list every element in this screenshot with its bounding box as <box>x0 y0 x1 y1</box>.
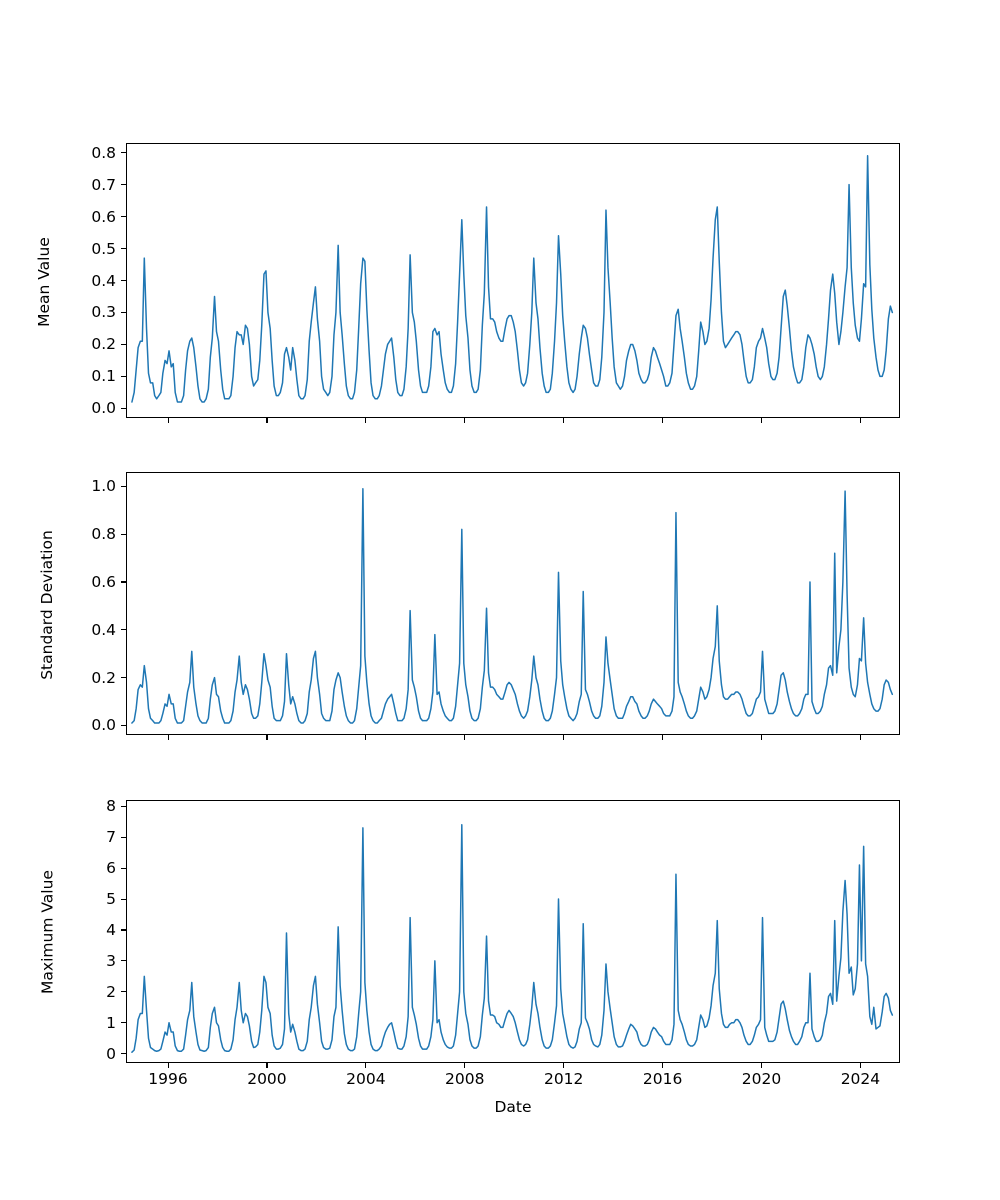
ytick-mark <box>121 581 126 583</box>
ytick-label: 1 <box>106 1013 116 1032</box>
ytick-mark <box>121 1022 126 1024</box>
ytick-mark <box>121 867 126 869</box>
ytick-label: 1.0 <box>91 477 116 496</box>
xtick-label: 2016 <box>642 1070 683 1088</box>
axes-frame-mean-value <box>126 143 900 418</box>
subplot-maximum-value <box>126 800 900 1063</box>
ytick-mark <box>121 311 126 314</box>
xtick-mark <box>464 735 466 740</box>
ytick-label: 0.1 <box>91 367 116 386</box>
xtick-mark <box>563 418 565 423</box>
xtick-label: 2012 <box>543 1070 584 1088</box>
line-series-mean-value <box>126 143 900 418</box>
ytick-label: 0.4 <box>91 620 116 639</box>
ytick-mark <box>121 805 126 807</box>
ytick-mark <box>121 407 126 409</box>
ytick-label: 7 <box>106 828 116 847</box>
ytick-mark <box>121 991 126 993</box>
xtick-label: 2008 <box>445 1070 485 1088</box>
xtick-label: 2024 <box>840 1070 881 1088</box>
xtick-mark <box>167 735 169 740</box>
ytick-label: 3 <box>106 951 116 970</box>
ytick-label: 0.0 <box>91 399 116 418</box>
axes-frame-standard-deviation <box>126 472 900 735</box>
xtick-mark <box>859 735 862 740</box>
ytick-mark <box>121 836 126 838</box>
ytick-label: 0.8 <box>91 143 116 162</box>
ylabel-mean-value: Mean Value <box>35 237 53 327</box>
ytick-mark <box>121 960 126 962</box>
ytick-label: 0.6 <box>91 572 116 591</box>
ytick-label: 0.7 <box>91 175 116 194</box>
ytick-label: 0.8 <box>91 525 116 544</box>
xtick-mark <box>266 735 268 740</box>
xtick-mark <box>859 418 862 423</box>
xlabel-date: Date <box>494 1098 532 1116</box>
ytick-label: 6 <box>106 859 116 878</box>
ylabel-standard-deviation: Standard Deviation <box>38 530 56 680</box>
xtick-mark <box>365 1063 367 1068</box>
ytick-mark <box>121 1053 126 1055</box>
line-series-standard-deviation <box>126 472 900 735</box>
ytick-mark <box>121 533 126 535</box>
xtick-mark <box>365 735 367 740</box>
subplot-standard-deviation <box>126 472 900 735</box>
xtick-mark <box>859 1063 862 1068</box>
xtick-mark <box>761 418 763 423</box>
ytick-mark <box>121 724 126 727</box>
xtick-mark <box>464 418 466 423</box>
ytick-mark <box>121 280 126 282</box>
xtick-mark <box>266 1063 268 1068</box>
xtick-label: 2000 <box>247 1070 287 1088</box>
ytick-mark <box>121 152 126 154</box>
xtick-mark <box>167 1063 169 1068</box>
xtick-mark <box>266 418 268 423</box>
xtick-label: 1996 <box>148 1070 188 1088</box>
axes-frame-maximum-value <box>126 800 900 1063</box>
ytick-mark <box>121 629 126 631</box>
ytick-label: 0.3 <box>91 303 116 322</box>
ytick-label: 0 <box>106 1044 116 1063</box>
ytick-label: 5 <box>106 890 116 908</box>
xtick-label: 2004 <box>346 1070 386 1088</box>
xtick-mark <box>167 418 169 423</box>
ytick-label: 0.2 <box>91 335 116 354</box>
line-series-maximum-value <box>126 800 900 1063</box>
ylabel-maximum-value: Maximum Value <box>38 870 57 994</box>
ytick-label: 0.4 <box>91 271 116 290</box>
ytick-mark <box>121 375 126 378</box>
ytick-mark <box>121 216 126 218</box>
ytick-mark <box>121 485 126 487</box>
xtick-mark <box>563 1063 565 1068</box>
ytick-mark <box>121 929 126 931</box>
ytick-label: 0.5 <box>91 239 116 258</box>
xtick-mark <box>662 1063 664 1068</box>
ytick-label: 0.2 <box>91 668 116 687</box>
ytick-label: 4 <box>106 920 116 939</box>
ytick-mark <box>121 248 126 250</box>
xtick-mark <box>563 735 565 740</box>
xtick-mark <box>761 1063 763 1068</box>
subplot-mean-value <box>126 143 900 418</box>
ytick-mark <box>121 677 126 679</box>
ytick-label: 8 <box>106 797 116 816</box>
ytick-label: 2 <box>106 982 116 1001</box>
ytick-label: 0.0 <box>91 716 116 735</box>
ytick-mark <box>121 184 126 186</box>
xtick-mark <box>464 1063 466 1068</box>
xtick-label: 2020 <box>741 1070 782 1088</box>
ytick-mark <box>121 343 126 346</box>
xtick-mark <box>365 418 367 423</box>
ytick-mark <box>121 898 126 900</box>
xtick-mark <box>761 735 763 740</box>
ytick-label: 0.6 <box>91 207 116 226</box>
xtick-mark <box>662 735 664 740</box>
xtick-mark <box>662 418 664 423</box>
